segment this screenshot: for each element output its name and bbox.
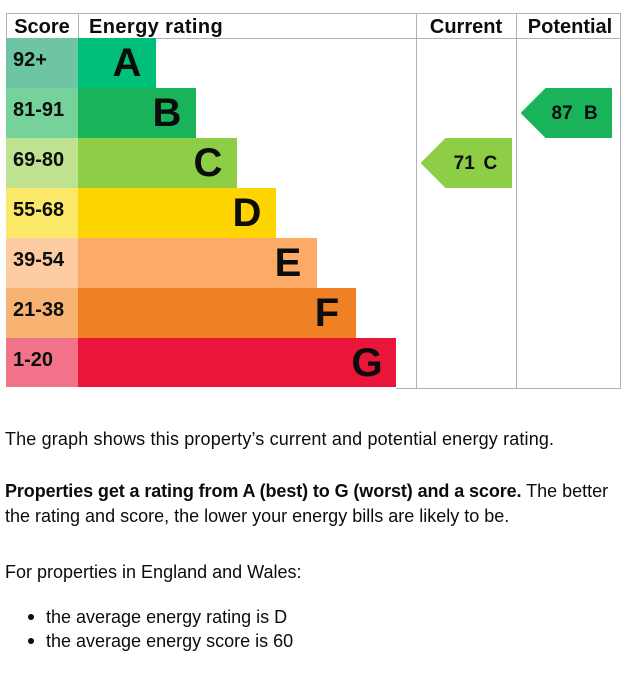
svg-text:C: C bbox=[484, 153, 498, 174]
svg-text:B: B bbox=[584, 103, 598, 124]
svg-text:87: 87 bbox=[552, 103, 573, 124]
svg-text:71: 71 bbox=[454, 153, 476, 174]
